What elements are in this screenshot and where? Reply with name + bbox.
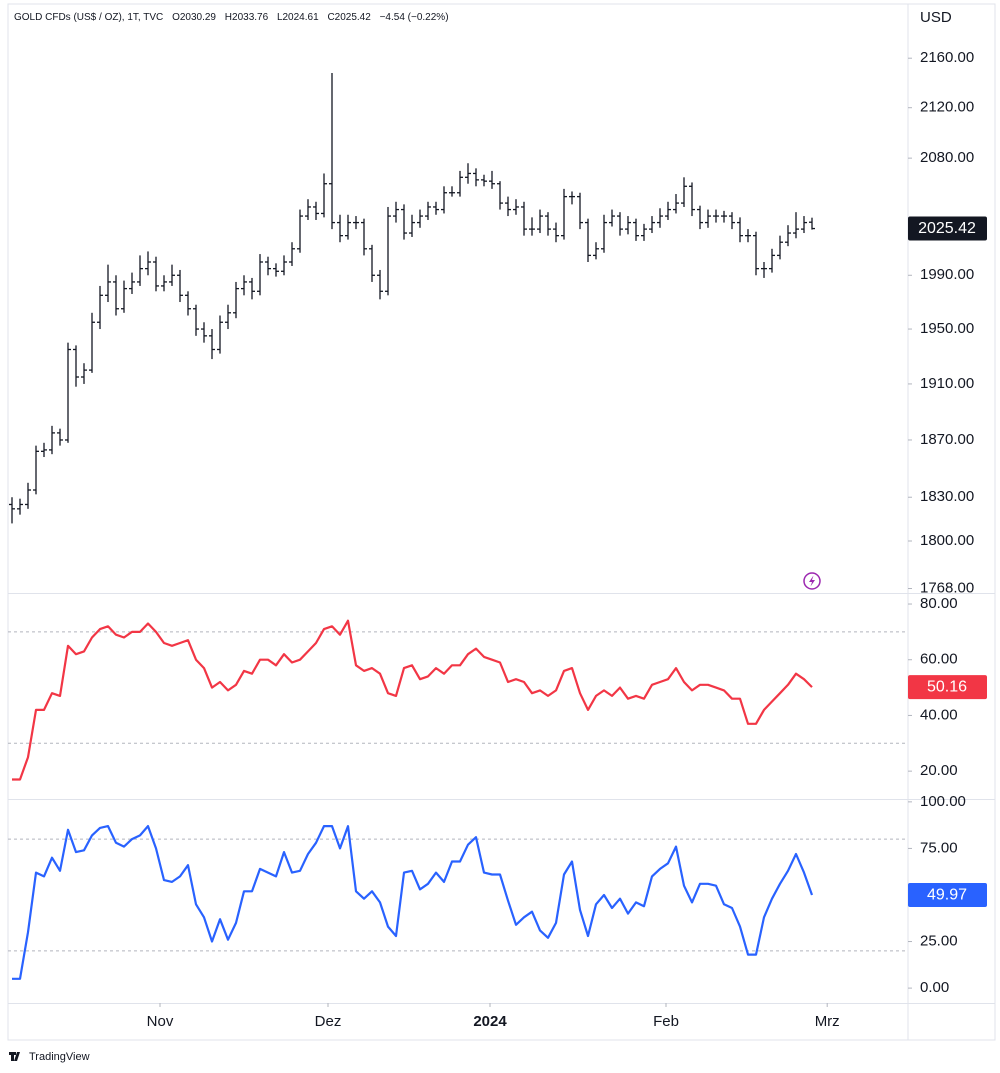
indicator-line <box>12 619 813 781</box>
legend-low: L2024.61 <box>277 12 319 23</box>
y-tick-label: 100.00 <box>920 793 966 810</box>
y-tick-label: 1830.00 <box>920 488 974 505</box>
y-tick-label: 20.00 <box>920 762 958 779</box>
y-tick-label: 1800.00 <box>920 532 974 549</box>
y-tick-label: 1950.00 <box>920 320 974 337</box>
y-tick-label: 75.00 <box>920 839 958 856</box>
currency-label: USD <box>920 9 952 26</box>
y-tick-label: 2160.00 <box>920 49 974 66</box>
y-tick-label: 60.00 <box>920 651 958 668</box>
x-tick-label: 2024 <box>473 1013 507 1030</box>
y-tick-label: 40.00 <box>920 706 958 723</box>
x-tick-label: Dez <box>315 1013 342 1030</box>
last-value-label: 50.16 <box>927 678 967 695</box>
x-tick-label: Feb <box>653 1013 679 1030</box>
y-tick-label: 1870.00 <box>920 431 974 448</box>
legend-close: C2025.42 <box>327 12 371 23</box>
y-tick-label: 1990.00 <box>920 266 974 283</box>
x-tick-label: Nov <box>147 1013 174 1030</box>
last-value-box <box>908 675 987 700</box>
x-tick-label: Mrz <box>815 1013 840 1030</box>
y-tick-label: 1768.00 <box>920 579 974 596</box>
last-value-box <box>908 883 987 908</box>
indicator-line <box>12 825 814 980</box>
last-value-box <box>908 216 987 241</box>
frame <box>7 3 996 1041</box>
y-tick-label: 1910.00 <box>920 375 974 392</box>
y-tick-label: 0.00 <box>920 979 949 996</box>
price-bars <box>9 72 815 524</box>
symbol-title: GOLD CFDs (US$ / OZ), 1T, TVC <box>14 12 163 23</box>
legend-change: −4.54 (−0.22%) <box>380 12 449 23</box>
y-tick-label: 2120.00 <box>920 99 974 116</box>
legend-high: H2033.76 <box>225 12 269 23</box>
last-value-label: 2025.42 <box>918 220 976 237</box>
last-value-label: 49.97 <box>927 886 967 903</box>
logo: TradingView <box>9 1051 90 1063</box>
legend: GOLD CFDs (US$ / OZ), 1T, TVC O2030.29 H… <box>14 12 449 23</box>
legend-open: O2030.29 <box>172 12 216 23</box>
y-tick-label: 25.00 <box>920 933 958 950</box>
alert-icon[interactable] <box>803 572 821 590</box>
y-tick-label: 80.00 <box>920 595 958 612</box>
footer: TradingView <box>29 1051 90 1063</box>
y-tick-label: 2080.00 <box>920 149 974 166</box>
